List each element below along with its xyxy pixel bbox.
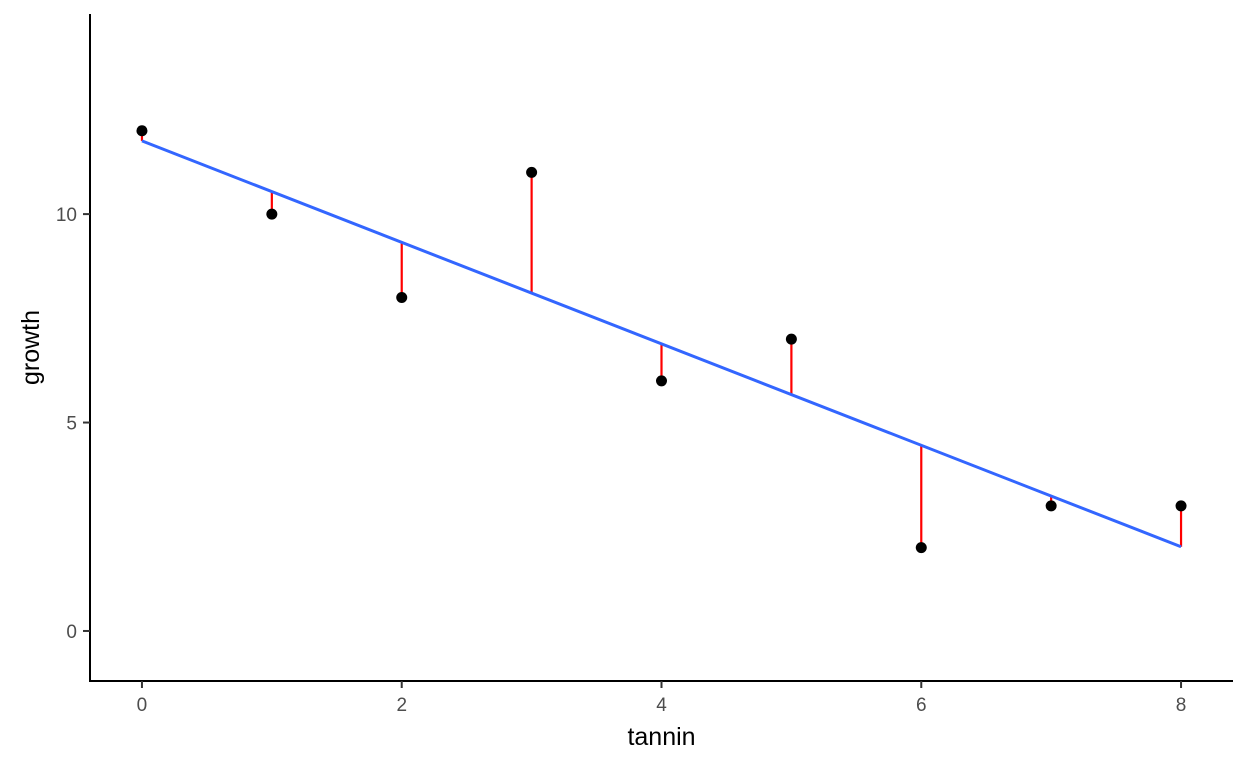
data-point-7 bbox=[1045, 500, 1057, 512]
y-tick-label-10: 10 bbox=[56, 205, 77, 226]
x-tick-label-8: 8 bbox=[1176, 695, 1187, 716]
regression-line bbox=[141, 139, 1182, 549]
data-point-5 bbox=[785, 333, 797, 345]
x-axis-ticks: 0 2 4 6 8 bbox=[137, 681, 1187, 716]
residual-lines bbox=[140, 130, 1183, 548]
x-tick-label-0: 0 bbox=[137, 695, 148, 716]
x-axis-title: tannin bbox=[627, 723, 695, 751]
data-points bbox=[136, 125, 1187, 554]
y-axis-ticks: 0 5 10 bbox=[56, 205, 90, 643]
data-point-2 bbox=[396, 291, 408, 303]
data-point-6 bbox=[915, 542, 927, 554]
data-point-0 bbox=[136, 125, 148, 137]
y-axis-title: growth bbox=[17, 310, 45, 385]
y-tick-label-5: 5 bbox=[66, 414, 77, 435]
y-tick-label-0: 0 bbox=[66, 622, 77, 643]
data-point-8 bbox=[1175, 500, 1187, 512]
data-point-3 bbox=[526, 166, 538, 178]
data-point-1 bbox=[266, 208, 278, 220]
x-tick-label-6: 6 bbox=[916, 695, 927, 716]
x-tick-label-4: 4 bbox=[656, 695, 667, 716]
data-point-4 bbox=[656, 375, 667, 387]
x-tick-label-2: 2 bbox=[396, 695, 407, 716]
